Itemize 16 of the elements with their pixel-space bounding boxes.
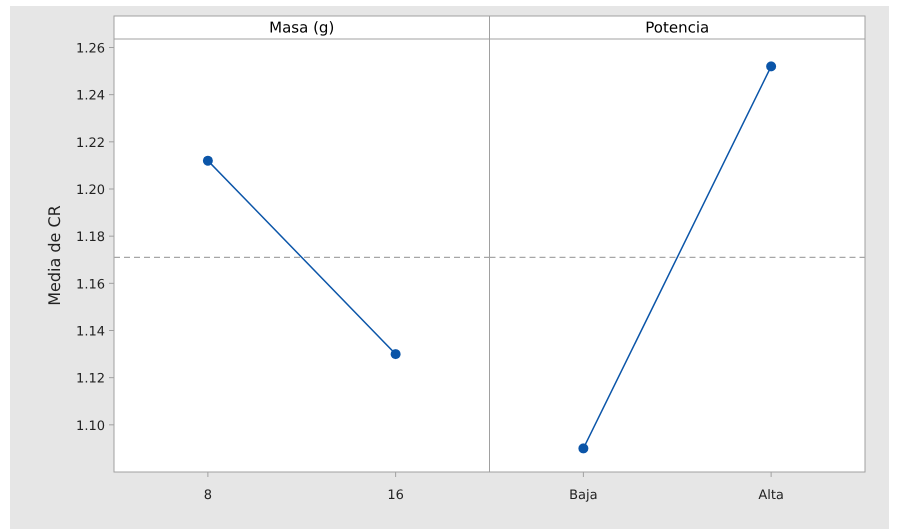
y-tick-label: 1.10 [76,418,105,434]
x-tick-label: 8 [204,488,212,503]
y-tick-label: 1.16 [76,277,105,292]
y-tick-label: 1.24 [76,88,105,104]
x-tick-label: Baja [569,488,598,503]
y-tick-label: 1.12 [76,372,105,387]
chart-title: Masa (g) [269,18,334,36]
y-tick-label: 1.14 [76,324,105,340]
chart-title: Potencia [645,18,710,36]
y-tick-label: 1.26 [76,41,105,56]
x-tick-label: 16 [387,488,404,503]
y-tick-label: 1.20 [76,182,105,198]
y-tick-label: 1.18 [76,230,105,246]
y-tick-label: 1.22 [76,136,105,151]
y-axis-title: Media de CR [45,205,64,306]
x-tick-label: Alta [758,488,784,503]
